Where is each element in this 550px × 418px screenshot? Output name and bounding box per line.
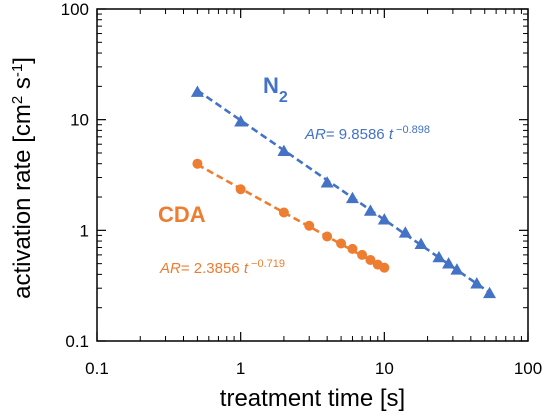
- data-point-n2: [234, 115, 248, 127]
- data-point-n2: [190, 85, 204, 97]
- fit-n2-text: = 9.8586: [326, 126, 389, 143]
- series-label-n2-sub: 2: [279, 89, 288, 106]
- fit-line-cda: [196, 163, 385, 270]
- fit-n2-t: t: [389, 126, 394, 143]
- data-point-n2: [442, 257, 456, 269]
- data-point-cda: [322, 231, 333, 242]
- data-point-n2: [320, 176, 334, 188]
- x-tick-label: 100: [514, 359, 542, 378]
- data-point-n2: [414, 237, 428, 250]
- data-point-cda: [192, 158, 203, 169]
- data-point-cda: [235, 184, 246, 195]
- fit-cda-t: t: [244, 260, 249, 277]
- x-axis-title: treatment time [s]: [220, 385, 405, 412]
- data-point-cda: [379, 262, 390, 273]
- fit-cda-exp: −0.719: [248, 258, 285, 270]
- fit-n2-var: AR: [304, 126, 326, 143]
- data-point-n2: [450, 263, 464, 275]
- fit-n2-exp: −0.898: [393, 124, 430, 136]
- data-point-n2: [398, 226, 412, 238]
- data-point-n2: [345, 191, 359, 204]
- fit-equation-n2: AR= 9.8586 t −0.898: [304, 124, 430, 143]
- data-point-n2: [363, 204, 377, 216]
- x-tick-label: 0.1: [85, 359, 109, 378]
- data-point-n2: [483, 286, 497, 299]
- y-axis-title-end: ]: [9, 57, 36, 64]
- data-point-n2: [377, 213, 391, 225]
- fit-cda-text: = 2.3856: [181, 260, 244, 277]
- data-point-n2: [432, 250, 446, 263]
- series-label-n2-main: N: [263, 73, 279, 98]
- data-point-cda: [357, 249, 368, 260]
- series-label-cda: CDA: [158, 202, 206, 227]
- data-point-cda: [365, 254, 376, 265]
- plot-frame: [96, 8, 529, 342]
- fit-equation-cda: AR= 2.3856 t −0.719: [159, 258, 285, 277]
- y-tick-label: 0.1: [65, 332, 89, 351]
- y-tick-label: 100: [61, 0, 89, 19]
- y-tick-label: 1: [80, 221, 89, 240]
- fit-line-n2: [196, 89, 491, 294]
- data-point-n2: [277, 144, 291, 156]
- x-tick-label: 10: [375, 359, 394, 378]
- data-point-n2: [470, 277, 484, 289]
- x-tick-label: 1: [236, 359, 245, 378]
- data-point-cda: [336, 238, 347, 249]
- y-axis-title-sup2: -1: [9, 64, 26, 77]
- fit-cda-var: AR: [159, 260, 181, 277]
- y-axis-title-main: activation rate [cm: [9, 104, 36, 299]
- y-axis-title-sup1: 2: [9, 96, 26, 104]
- y-tick-label: 10: [70, 111, 89, 130]
- data-point-cda: [347, 243, 358, 254]
- data-point-cda: [278, 207, 289, 218]
- y-axis-title: activation rate [cm2 s-1]: [9, 57, 37, 299]
- y-axis-title-mid: s: [9, 77, 36, 96]
- series-label-n2: N2: [263, 73, 288, 106]
- data-point-cda: [304, 220, 315, 231]
